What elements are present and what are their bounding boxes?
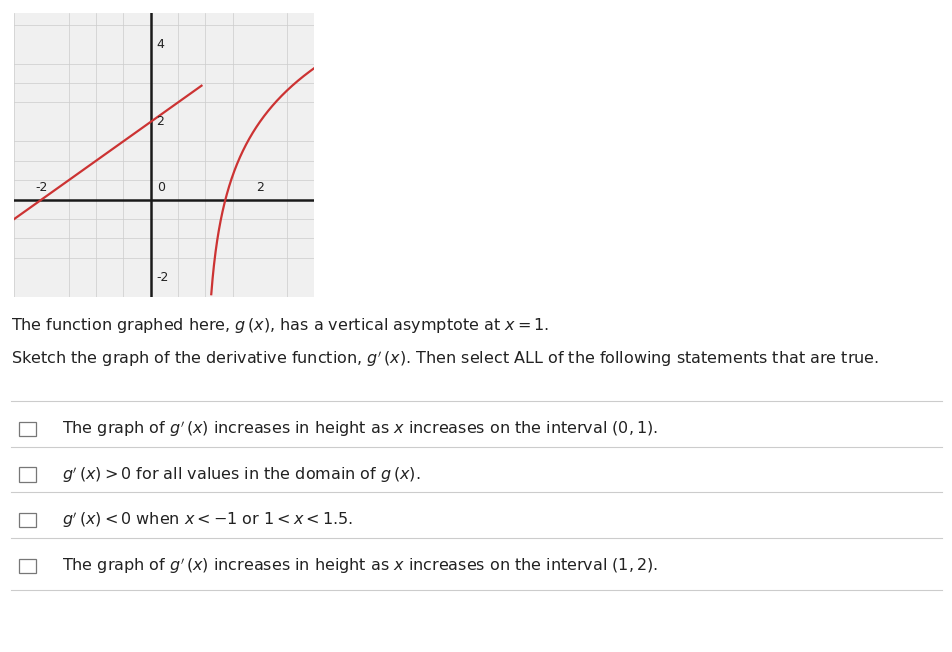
Text: The graph of $g'\,(x)$ increases in height as $x$ increases on the interval $(1,: The graph of $g'\,(x)$ increases in heig… <box>62 556 658 576</box>
Text: 2: 2 <box>256 181 264 194</box>
Text: 4: 4 <box>156 38 164 51</box>
Text: The function graphed here, $g\,(x)$, has a vertical asymptote at $x = 1$.: The function graphed here, $g\,(x)$, has… <box>11 316 549 335</box>
Text: Sketch the graph of the derivative function, $g'\,(x)$. Then select ALL of the f: Sketch the graph of the derivative funct… <box>11 349 879 369</box>
Text: -2: -2 <box>35 181 48 194</box>
Text: $g'\,(x) > 0$ for all values in the domain of $g\,(x)$.: $g'\,(x) > 0$ for all values in the doma… <box>62 464 420 485</box>
Text: -2: -2 <box>156 271 169 284</box>
Text: 0: 0 <box>157 181 165 194</box>
Text: The graph of $g'\,(x)$ increases in height as $x$ increases on the interval $(0,: The graph of $g'\,(x)$ increases in heig… <box>62 419 658 439</box>
Text: $g'\,(x) < 0$ when $x < -1$ or $1 < x < 1.5$.: $g'\,(x) < 0$ when $x < -1$ or $1 < x < … <box>62 510 353 531</box>
Text: 2: 2 <box>156 115 164 128</box>
